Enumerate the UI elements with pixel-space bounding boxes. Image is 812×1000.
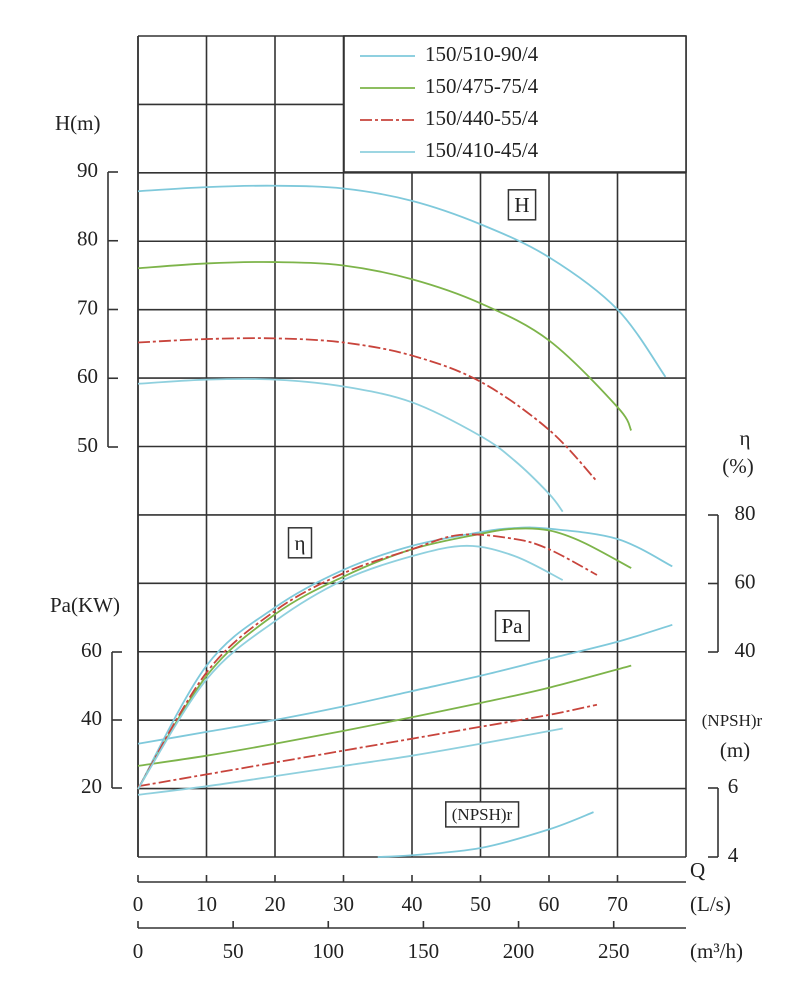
- curve-eta: [137, 544, 564, 790]
- grid: [137, 35, 687, 858]
- annotation-box: [507, 189, 537, 221]
- curve-pa: [137, 623, 673, 745]
- y-tick-label: 70: [77, 295, 98, 319]
- x2-tick-label: 100: [313, 939, 345, 963]
- curve-h: [137, 261, 633, 431]
- x-tick-label: 10: [196, 892, 217, 916]
- curve-eta: [137, 526, 673, 790]
- x2-tick-label: 150: [408, 939, 440, 963]
- axes: 150/510-90/4 150/475-75/4 150/440-55/4 150/…: [50, 42, 763, 963]
- x-tick-label: 60: [539, 892, 560, 916]
- x-axis-title: Q: [690, 858, 705, 882]
- annotation-box: [287, 527, 313, 559]
- curve-annotation: (NPSH)r: [452, 805, 513, 824]
- curve-annotation: H: [514, 193, 529, 217]
- x-tick-label: 40: [402, 892, 423, 916]
- y-tick-label: 80: [77, 227, 98, 251]
- legend-label: 150/440-55/4: [425, 106, 539, 130]
- x-tick-label: 30: [333, 892, 354, 916]
- curves: [137, 184, 673, 858]
- x2-axis-unit: (m³/h): [690, 939, 743, 963]
- annotation-box: [445, 801, 520, 828]
- y-tick-label: 90: [77, 158, 98, 182]
- y-tick-label: 4: [728, 843, 739, 867]
- legend-label: 150/510-90/4: [425, 42, 539, 66]
- y-tick-label: 40: [735, 638, 756, 662]
- y-tick-label: 60: [77, 364, 98, 388]
- axis-title: Pa(KW): [50, 593, 120, 617]
- y-tick-label: 80: [735, 501, 756, 525]
- y-tick-label: 50: [77, 433, 98, 457]
- y-tick-label: 6: [728, 774, 739, 798]
- curve-pa: [137, 664, 632, 767]
- axis-unit: (m): [720, 738, 750, 762]
- x-tick-label: 0: [133, 892, 144, 916]
- curve-pa: [137, 703, 598, 788]
- y-tick-label: 40: [81, 706, 102, 730]
- axis-title: H(m): [55, 111, 101, 135]
- y-tick-label: 60: [81, 638, 102, 662]
- y-tick-label: 20: [81, 774, 102, 798]
- curve-annotation: η: [295, 531, 306, 555]
- x-axis-unit: (L/s): [690, 892, 731, 916]
- y-tick-label: 60: [735, 569, 756, 593]
- x-tick-label: 20: [265, 892, 286, 916]
- curve-pa: [137, 727, 563, 796]
- curve-annotation: Pa: [502, 614, 524, 638]
- x-tick-label: 50: [470, 892, 491, 916]
- axis-title: η: [740, 426, 751, 450]
- curve-h: [137, 184, 667, 378]
- legend-label: 150/410-45/4: [425, 138, 539, 162]
- curve-eta: [137, 533, 598, 790]
- curve-h: [137, 378, 564, 513]
- curve-h: [137, 337, 598, 482]
- x2-tick-label: 0: [133, 939, 144, 963]
- curve-npsh: [377, 811, 594, 858]
- x-tick-label: 70: [607, 892, 628, 916]
- annotation-box: [494, 610, 530, 642]
- x2-tick-label: 50: [223, 939, 244, 963]
- legend-label: 150/475-75/4: [425, 74, 539, 98]
- x2-tick-label: 250: [598, 939, 630, 963]
- legend-box: [343, 35, 687, 173]
- axis-unit: (%): [722, 454, 753, 478]
- x2-tick-label: 200: [503, 939, 535, 963]
- axis-title: (NPSH)r: [702, 711, 763, 730]
